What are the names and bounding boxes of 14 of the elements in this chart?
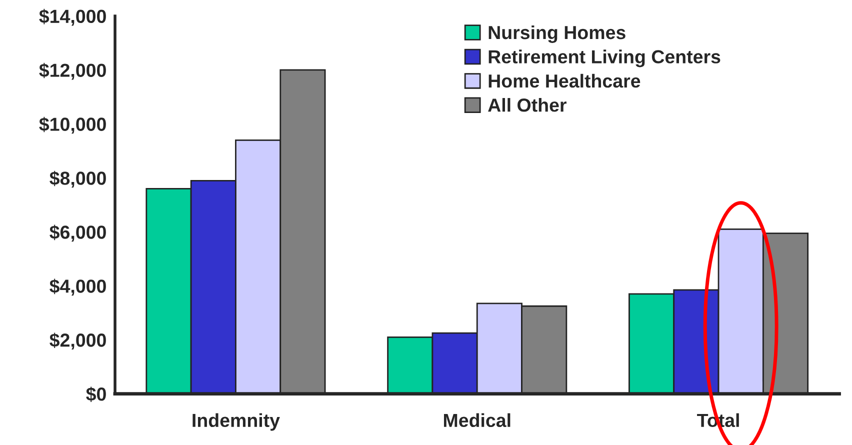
y-tick-label: $4,000 [50, 278, 106, 296]
y-tick-label: $0 [86, 386, 106, 402]
legend-label: Nursing Homes [488, 25, 626, 43]
y-tick-label: $10,000 [39, 116, 106, 134]
y-tick-label: $8,000 [50, 170, 106, 188]
x-tick-label: Indemnity [192, 413, 280, 431]
legend-label: All Other [488, 98, 566, 112]
y-tick-label: $6,000 [50, 224, 106, 242]
y-tick-label: $2,000 [50, 332, 106, 350]
x-tick-label: Medical [444, 413, 510, 428]
legend-label: Home Healthcare [488, 74, 640, 88]
legend-label: Retirement Living Centers [488, 50, 720, 68]
y-tick-label: $14,000 [39, 8, 106, 26]
y-tick-label: $12,000 [39, 62, 106, 80]
